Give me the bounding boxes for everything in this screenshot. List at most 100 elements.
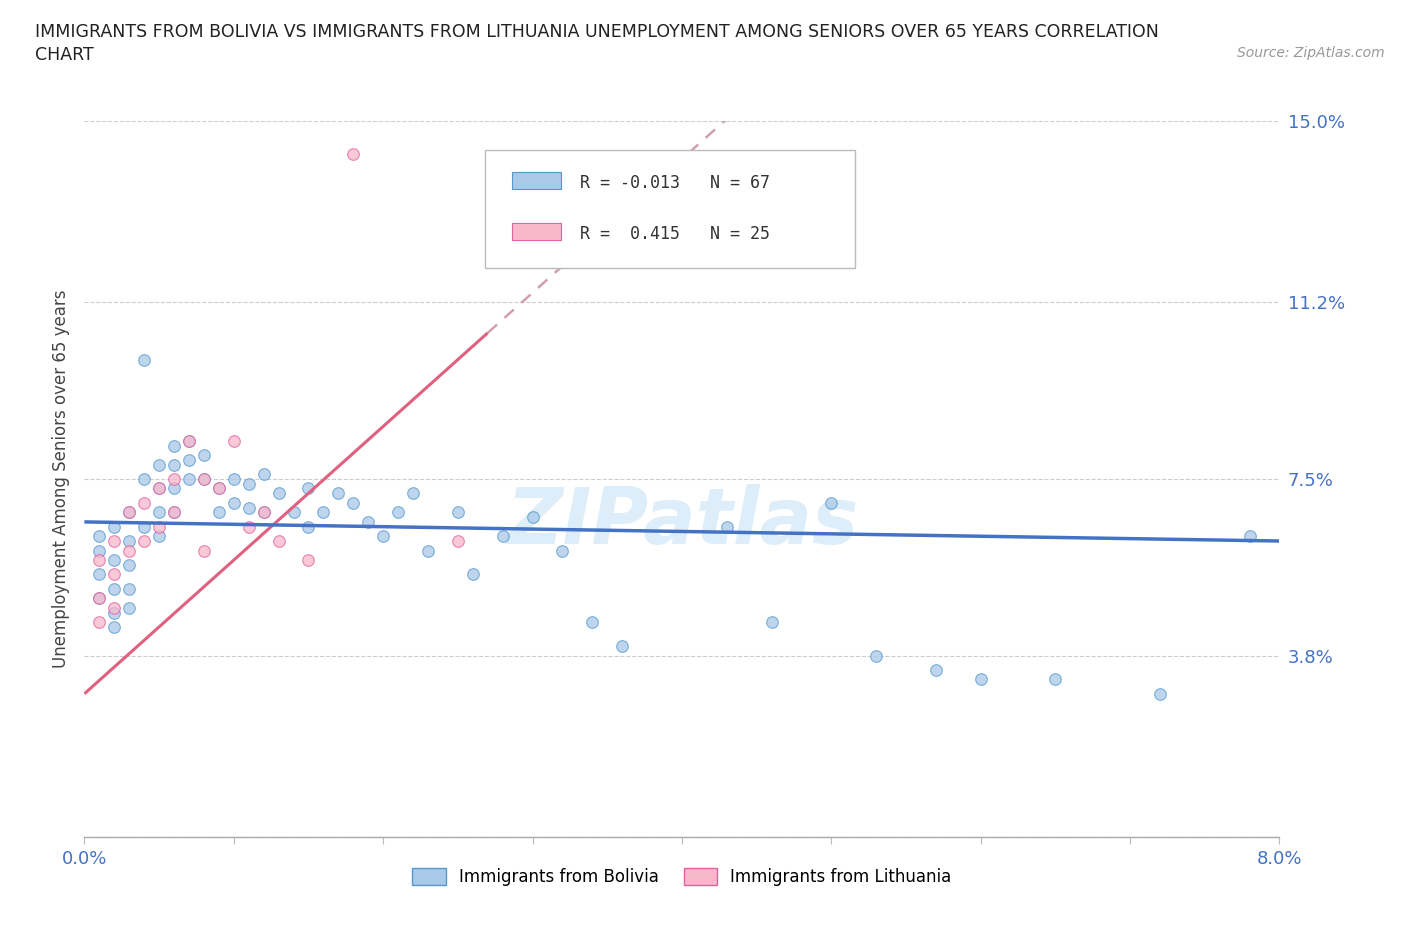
Point (89, 567, 111, 582)
Point (297, 519, 319, 534)
Text: Source: ZipAtlas.com: Source: ZipAtlas.com (1237, 46, 1385, 60)
Point (148, 458, 170, 472)
Point (222, 472, 245, 486)
Point (118, 543, 141, 558)
Point (267, 534, 290, 549)
Point (118, 534, 141, 549)
Point (118, 505, 141, 520)
Point (416, 543, 439, 558)
Text: CHART: CHART (35, 46, 94, 64)
Point (163, 438, 186, 453)
Point (283, 505, 305, 520)
Point (208, 481, 231, 496)
Point (342, 147, 364, 162)
Point (103, 581, 125, 596)
Point (328, 485, 350, 500)
Point (612, 639, 634, 654)
Point (103, 605, 125, 620)
Point (118, 581, 141, 596)
Point (387, 505, 409, 520)
Point (89, 615, 111, 630)
Legend: Immigrants from Bolivia, Immigrants from Lithuania: Immigrants from Bolivia, Immigrants from… (405, 861, 959, 893)
Point (163, 458, 186, 472)
Point (89, 591, 111, 605)
Point (267, 485, 290, 500)
Point (148, 519, 170, 534)
Point (148, 481, 170, 496)
FancyBboxPatch shape (512, 223, 561, 240)
Point (163, 481, 186, 496)
Text: ZIPatlas: ZIPatlas (506, 484, 858, 560)
Point (177, 452, 200, 467)
Point (89, 543, 111, 558)
Point (132, 472, 156, 486)
Point (581, 615, 603, 630)
Point (177, 472, 200, 486)
FancyBboxPatch shape (485, 150, 855, 268)
Point (103, 601, 125, 616)
Point (103, 619, 125, 634)
Point (193, 447, 215, 462)
Point (522, 510, 544, 525)
Point (312, 505, 335, 520)
Point (163, 505, 186, 520)
Point (297, 552, 319, 567)
Point (89, 591, 111, 605)
Point (253, 467, 276, 482)
Point (447, 505, 470, 520)
Point (193, 472, 215, 486)
Point (222, 433, 245, 448)
Point (402, 485, 425, 500)
Point (163, 472, 186, 486)
Text: R =  0.415   N = 25: R = 0.415 N = 25 (581, 225, 770, 243)
Point (253, 505, 276, 520)
Point (118, 505, 141, 520)
Point (461, 567, 484, 582)
Point (208, 505, 231, 520)
Point (238, 476, 260, 491)
Point (373, 529, 395, 544)
Point (297, 481, 319, 496)
Point (148, 481, 170, 496)
Point (103, 552, 125, 567)
Point (671, 219, 693, 233)
Point (89, 529, 111, 544)
Point (492, 529, 515, 544)
Point (208, 481, 231, 496)
Point (357, 514, 380, 529)
Point (163, 505, 186, 520)
Point (118, 601, 141, 616)
Point (177, 433, 200, 448)
Point (342, 496, 364, 511)
Point (238, 519, 260, 534)
Point (103, 534, 125, 549)
Point (222, 496, 245, 511)
Point (925, 662, 948, 677)
Point (193, 543, 215, 558)
Point (148, 529, 170, 544)
Point (89, 552, 111, 567)
Point (447, 534, 470, 549)
Point (970, 672, 993, 687)
Point (103, 519, 125, 534)
Point (132, 352, 156, 367)
Text: R = -0.013   N = 67: R = -0.013 N = 67 (581, 174, 770, 193)
Point (551, 543, 574, 558)
Point (132, 534, 156, 549)
Point (238, 500, 260, 515)
Point (253, 505, 276, 520)
Point (820, 496, 842, 511)
FancyBboxPatch shape (512, 172, 561, 189)
Point (865, 648, 887, 663)
Point (193, 472, 215, 486)
Point (1045, 672, 1067, 687)
Point (118, 557, 141, 572)
Text: IMMIGRANTS FROM BOLIVIA VS IMMIGRANTS FROM LITHUANIA UNEMPLOYMENT AMONG SENIORS : IMMIGRANTS FROM BOLIVIA VS IMMIGRANTS FR… (35, 23, 1159, 41)
Point (716, 519, 738, 534)
Point (1149, 686, 1171, 701)
Y-axis label: Unemployment Among Seniors over 65 years: Unemployment Among Seniors over 65 years (52, 290, 70, 668)
Point (132, 496, 156, 511)
Point (1239, 529, 1261, 544)
Point (761, 615, 783, 630)
Point (177, 433, 200, 448)
